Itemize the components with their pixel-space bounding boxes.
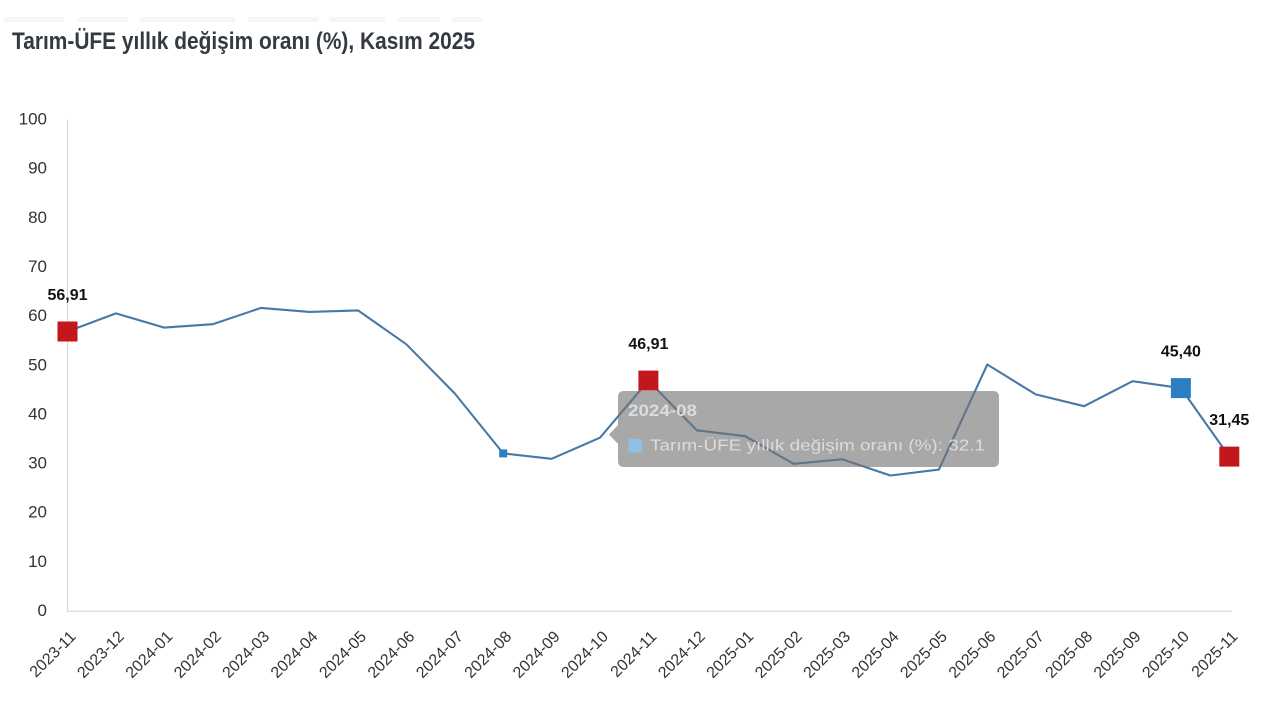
svg-text:60: 60 [28, 306, 47, 325]
svg-text:31,45: 31,45 [1209, 412, 1249, 429]
svg-text:80: 80 [28, 208, 47, 227]
svg-text:56,91: 56,91 [47, 287, 87, 304]
svg-text:10: 10 [28, 552, 47, 571]
svg-text:40: 40 [28, 404, 47, 423]
svg-text:2024-08: 2024-08 [628, 401, 697, 420]
svg-text:20: 20 [28, 503, 47, 522]
svg-text:30: 30 [28, 454, 47, 473]
svg-text:50: 50 [28, 355, 47, 374]
svg-text:0: 0 [38, 601, 47, 620]
svg-text:90: 90 [28, 159, 47, 178]
svg-text:46,91: 46,91 [628, 336, 668, 353]
svg-text:45,40: 45,40 [1161, 344, 1201, 361]
svg-text:Tarım-ÜFE yıllık değişim oranı: Tarım-ÜFE yıllık değişim oranı (%), Kası… [12, 28, 475, 55]
svg-text:70: 70 [28, 257, 47, 276]
svg-text:Tarım-ÜFE yıllık değişim oranı: Tarım-ÜFE yıllık değişim oranı (%): 32.1 [650, 437, 985, 455]
svg-text:100: 100 [19, 110, 47, 129]
